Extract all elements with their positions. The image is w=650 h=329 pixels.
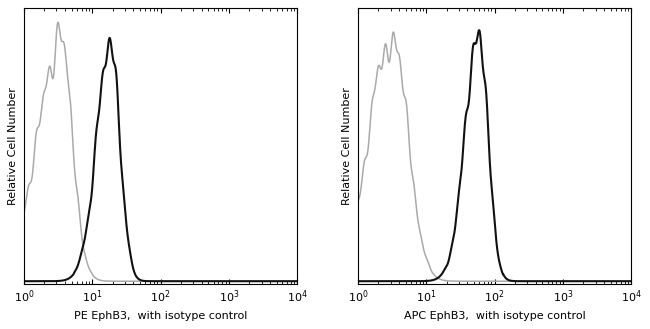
Y-axis label: Relative Cell Number: Relative Cell Number [343,87,352,205]
Y-axis label: Relative Cell Number: Relative Cell Number [8,87,18,205]
X-axis label: APC EphB3,  with isotype control: APC EphB3, with isotype control [404,311,586,321]
X-axis label: PE EphB3,  with isotype control: PE EphB3, with isotype control [74,311,247,321]
